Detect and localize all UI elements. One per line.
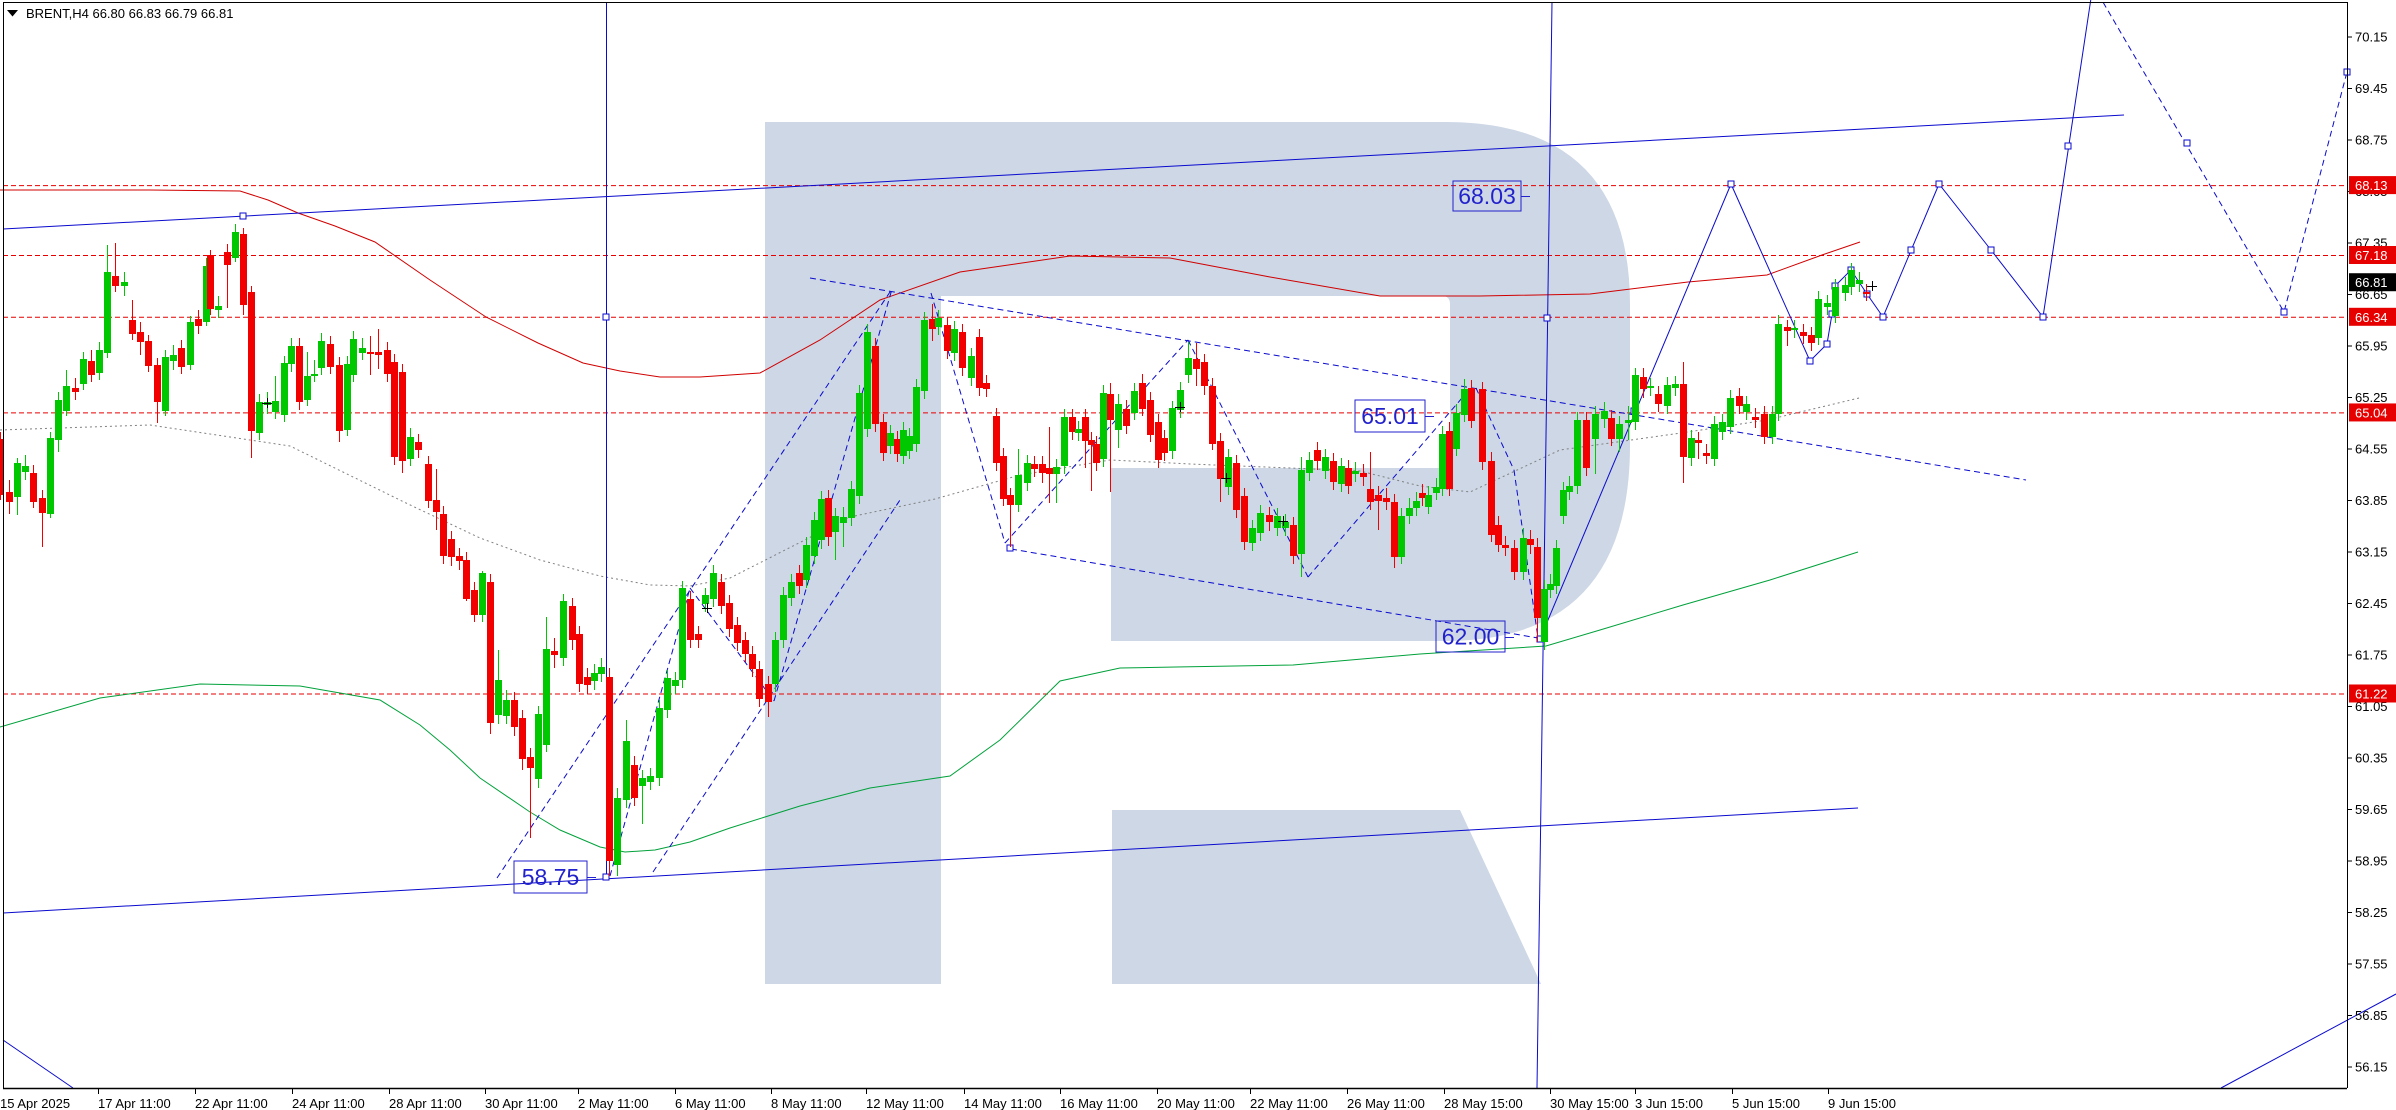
svg-text:17 Apr 11:00: 17 Apr 11:00 xyxy=(98,1096,171,1110)
svg-text:28 Apr 11:00: 28 Apr 11:00 xyxy=(389,1096,462,1110)
svg-text:68.75: 68.75 xyxy=(2355,132,2388,147)
svg-text:56.85: 56.85 xyxy=(2355,1008,2388,1023)
svg-text:68.13: 68.13 xyxy=(2355,178,2388,193)
svg-text:61.22: 61.22 xyxy=(2355,686,2388,701)
svg-text:63.15: 63.15 xyxy=(2355,544,2388,559)
svg-text:64.55: 64.55 xyxy=(2355,441,2388,456)
svg-text:28 May 15:00: 28 May 15:00 xyxy=(1444,1096,1523,1110)
svg-text:24 Apr 11:00: 24 Apr 11:00 xyxy=(292,1096,365,1110)
svg-text:9 Jun 15:00: 9 Jun 15:00 xyxy=(1828,1096,1896,1110)
svg-text:30 May 15:00: 30 May 15:00 xyxy=(1550,1096,1629,1110)
svg-text:65.25: 65.25 xyxy=(2355,390,2388,405)
svg-text:12 May 11:00: 12 May 11:00 xyxy=(866,1096,944,1110)
svg-text:65.01: 65.01 xyxy=(1361,403,1419,429)
svg-text:65.04: 65.04 xyxy=(2355,405,2388,420)
svg-text:22 May 11:00: 22 May 11:00 xyxy=(1250,1096,1328,1110)
svg-text:58.25: 58.25 xyxy=(2355,905,2388,920)
svg-text:5 Jun 15:00: 5 Jun 15:00 xyxy=(1732,1096,1800,1110)
svg-text:26 May 11:00: 26 May 11:00 xyxy=(1347,1096,1425,1110)
svg-text:63.85: 63.85 xyxy=(2355,493,2388,508)
svg-text:6 May 11:00: 6 May 11:00 xyxy=(675,1096,746,1110)
svg-text:65.95: 65.95 xyxy=(2355,338,2388,353)
svg-text:57.55: 57.55 xyxy=(2355,956,2388,971)
svg-text:66.34: 66.34 xyxy=(2355,310,2388,325)
svg-text:14 May 11:00: 14 May 11:00 xyxy=(964,1096,1042,1110)
svg-text:66.81: 66.81 xyxy=(2355,275,2388,290)
svg-text:2 May 11:00: 2 May 11:00 xyxy=(578,1096,649,1110)
svg-text:56.15: 56.15 xyxy=(2355,1059,2388,1074)
svg-text:3 Jun 15:00: 3 Jun 15:00 xyxy=(1635,1096,1703,1110)
svg-text:58.75: 58.75 xyxy=(522,864,580,890)
svg-text:16 May 11:00: 16 May 11:00 xyxy=(1060,1096,1138,1110)
svg-text:70.15: 70.15 xyxy=(2355,29,2388,44)
svg-text:20 May 11:00: 20 May 11:00 xyxy=(1157,1096,1235,1110)
svg-text:30 Apr 11:00: 30 Apr 11:00 xyxy=(485,1096,558,1110)
svg-text:8 May 11:00: 8 May 11:00 xyxy=(771,1096,842,1110)
svg-text:67.18: 67.18 xyxy=(2355,248,2388,263)
svg-text:69.45: 69.45 xyxy=(2355,81,2388,96)
svg-text:15 Apr 2025: 15 Apr 2025 xyxy=(0,1096,70,1110)
svg-text:22 Apr 11:00: 22 Apr 11:00 xyxy=(195,1096,268,1110)
svg-text:BRENT,H4 66.80 66.83 66.79 66: BRENT,H4 66.80 66.83 66.79 66.81 xyxy=(26,6,233,21)
svg-text:62.45: 62.45 xyxy=(2355,596,2388,611)
svg-text:68.03: 68.03 xyxy=(1458,183,1516,209)
svg-text:61.05: 61.05 xyxy=(2355,699,2388,714)
svg-text:62.00: 62.00 xyxy=(1442,624,1500,650)
svg-text:60.35: 60.35 xyxy=(2355,750,2388,765)
svg-text:59.65: 59.65 xyxy=(2355,802,2388,817)
svg-text:58.95: 58.95 xyxy=(2355,853,2388,868)
svg-text:61.75: 61.75 xyxy=(2355,647,2388,662)
